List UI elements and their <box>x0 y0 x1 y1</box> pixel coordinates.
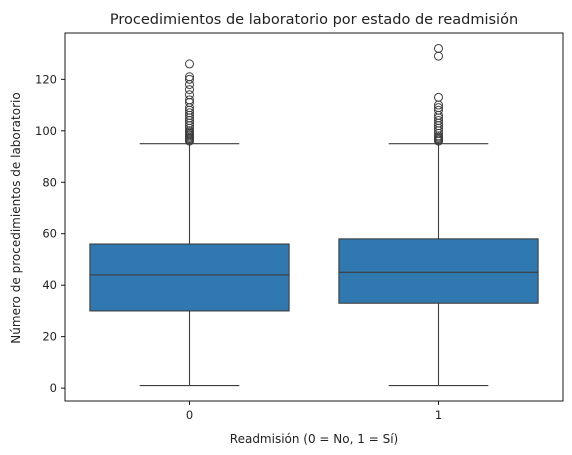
outlier-point <box>185 85 194 95</box>
x-tick-label: 0 <box>186 408 193 422</box>
outlier-point <box>185 108 194 118</box>
outlier-point <box>185 72 194 82</box>
y-tick-label: 0 <box>50 381 57 395</box>
chart-title: Procedimientos de laboratorio por estado… <box>110 12 518 28</box>
outlier-point <box>434 92 443 102</box>
outlier-point <box>185 95 194 105</box>
y-tick-label: 40 <box>42 278 57 292</box>
boxes-layer <box>89 43 539 387</box>
y-tick-label: 120 <box>35 72 57 86</box>
x-tick-label: 1 <box>435 408 442 422</box>
outlier-point <box>185 90 194 100</box>
outlier-point <box>434 115 443 125</box>
y-tick-label: 20 <box>42 330 57 344</box>
outlier-point <box>434 51 443 61</box>
y-tick-label: 60 <box>42 227 57 241</box>
y-tick-label: 80 <box>42 175 57 189</box>
y-axis: 0 20 40 60 80 100 120 <box>35 72 65 395</box>
y-tick-label: 100 <box>35 124 57 138</box>
outlier-point <box>434 103 443 113</box>
outlier-point <box>434 43 443 53</box>
box-group-0 <box>89 59 290 387</box>
box-group-1 <box>338 43 539 387</box>
y-axis-label: Número de procedimientos de laboratorio <box>9 92 23 343</box>
outlier-point <box>185 74 194 84</box>
box-iqr <box>89 243 290 312</box>
outlier-point <box>434 105 443 115</box>
outlier-point <box>185 59 194 69</box>
x-axis-label: Readmisión (0 = No, 1 = Sí) <box>230 432 398 446</box>
plot-frame <box>64 32 564 402</box>
plot-area <box>64 32 564 402</box>
box-iqr <box>338 238 539 304</box>
